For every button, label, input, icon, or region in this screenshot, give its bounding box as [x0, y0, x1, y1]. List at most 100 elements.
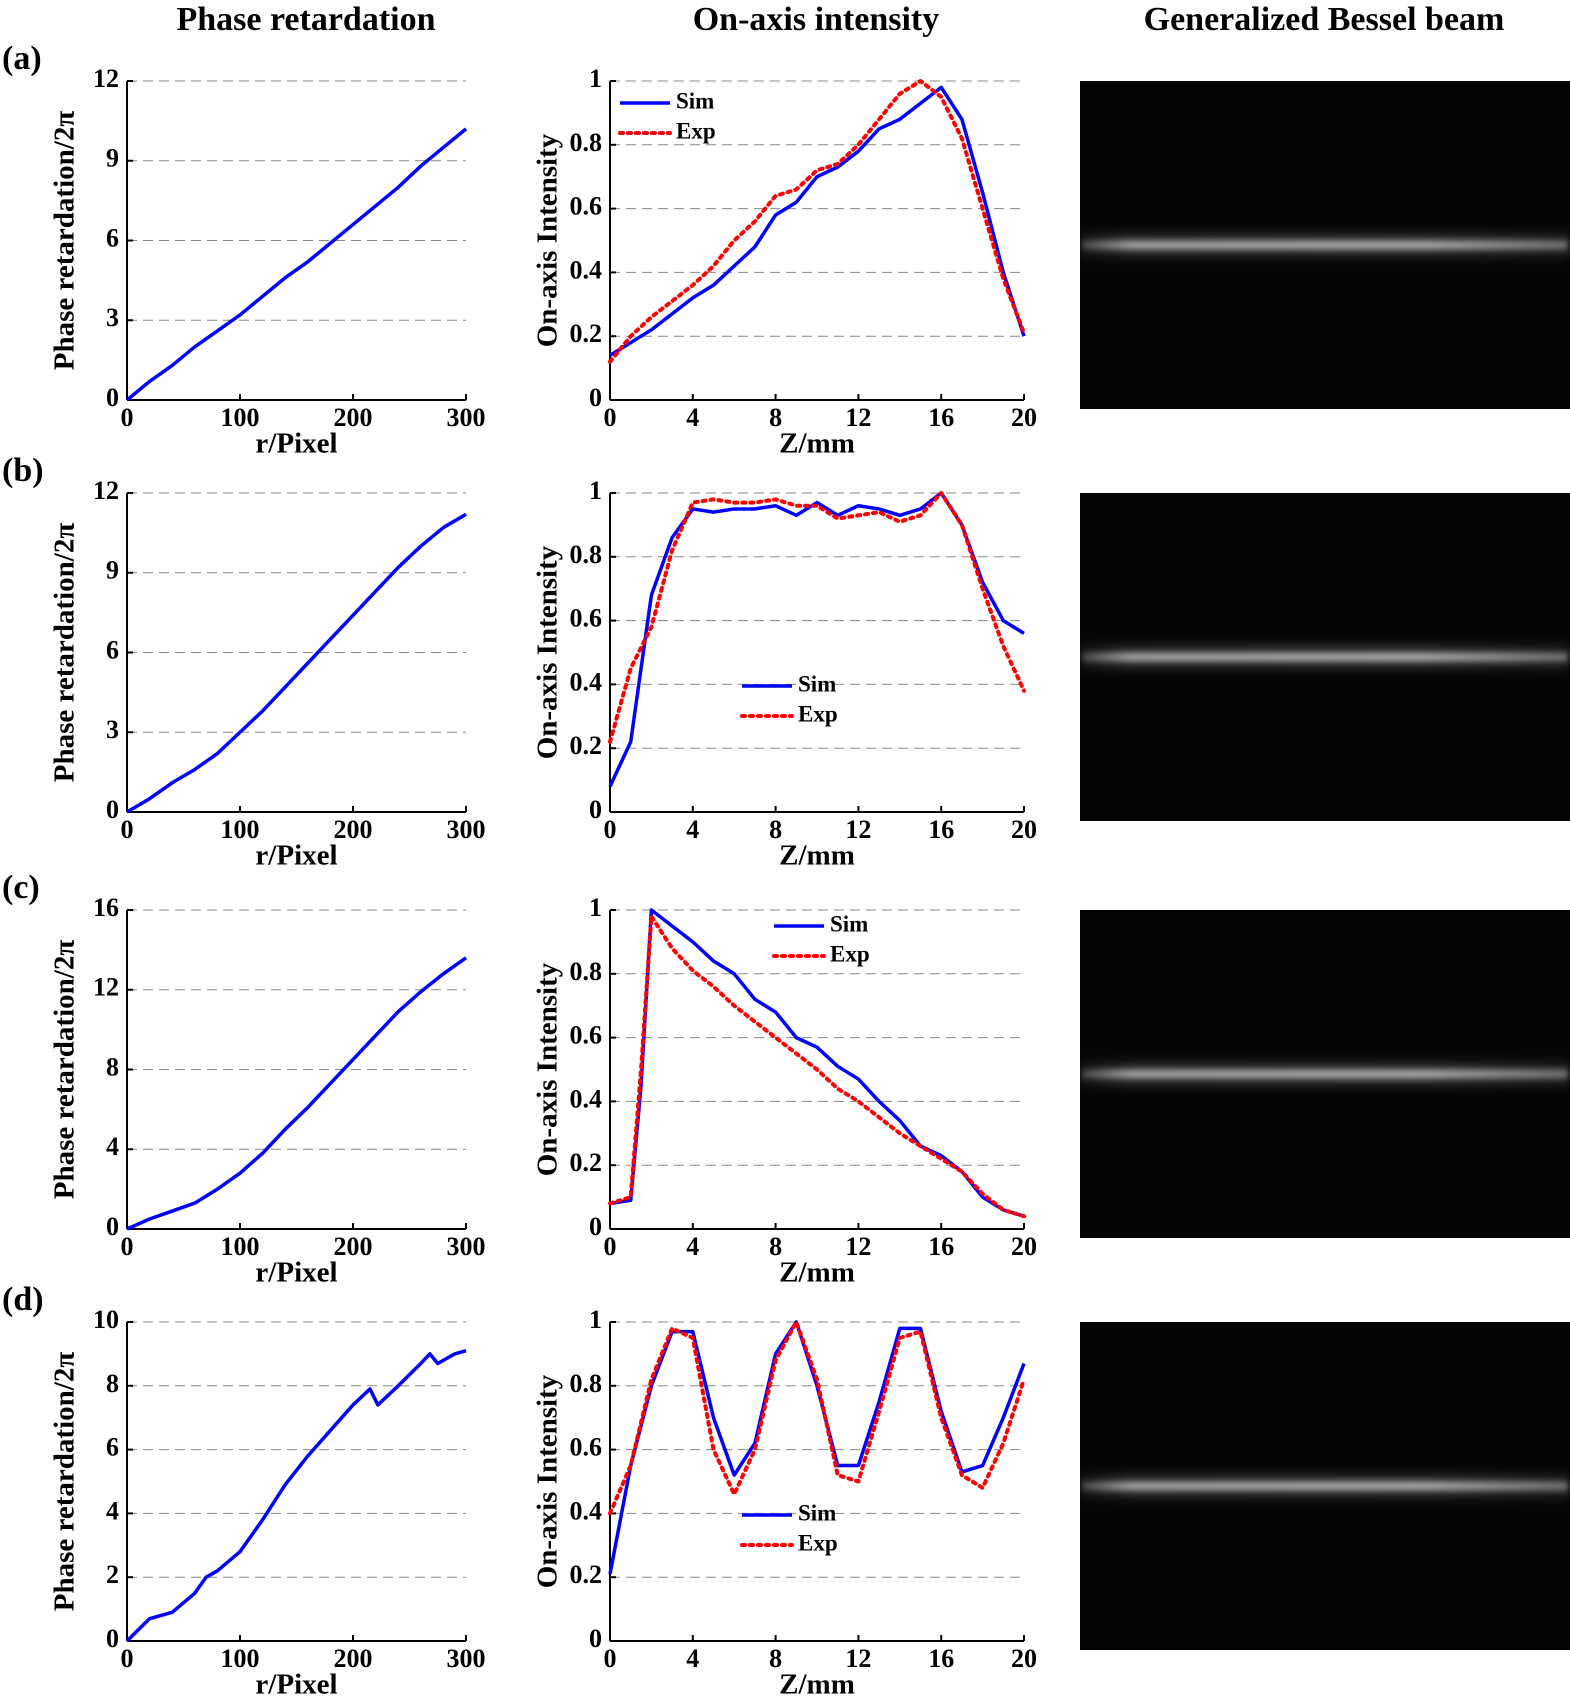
- y-axis-label: Phase retardation/2π: [49, 523, 81, 783]
- y-tick-label: 0: [106, 383, 119, 412]
- y-tick-label: 0.6: [570, 1433, 603, 1462]
- legend-label: Exp: [798, 701, 838, 726]
- legend-label: Sim: [830, 911, 868, 936]
- beam-core: [1082, 242, 1568, 248]
- series-line: [608, 914, 1026, 1219]
- x-tick-label: 12: [845, 1644, 871, 1673]
- y-tick-label: 3: [106, 715, 119, 744]
- y-tick-label: 8: [106, 1369, 119, 1398]
- column-title: On-axis intensity: [693, 1, 940, 38]
- x-tick-label: 300: [447, 1232, 486, 1261]
- y-tick-label: 2: [106, 1560, 119, 1589]
- x-tick-label: 8: [769, 815, 782, 844]
- y-tick-label: 12: [93, 973, 119, 1002]
- x-axis-label: r/Pixel: [255, 1257, 337, 1289]
- series-line: [608, 491, 1025, 788]
- x-tick-label: 12: [845, 815, 871, 844]
- y-tick-label: 10: [93, 1305, 119, 1334]
- y-tick-label: 1: [589, 64, 602, 93]
- x-tick-label: 100: [221, 815, 260, 844]
- x-tick-label: 16: [928, 815, 954, 844]
- y-tick-label: 16: [93, 893, 119, 922]
- x-tick-label: 4: [686, 1232, 699, 1261]
- y-tick-label: 0: [589, 1624, 602, 1653]
- y-tick-label: 12: [93, 476, 119, 505]
- series-line: [126, 956, 468, 1231]
- x-tick-label: 16: [928, 403, 954, 432]
- x-tick-label: 0: [604, 1232, 617, 1261]
- x-tick-label: 8: [769, 1232, 782, 1261]
- y-tick-label: 1: [589, 1305, 602, 1334]
- y-tick-label: 1: [589, 893, 602, 922]
- y-tick-label: 6: [106, 223, 119, 252]
- y-tick-label: 0.4: [570, 1496, 603, 1525]
- series-line: [608, 491, 1026, 744]
- y-tick-label: 0.4: [570, 255, 603, 284]
- x-tick-label: 300: [447, 1644, 486, 1673]
- y-tick-label: 0.6: [570, 192, 603, 221]
- y-tick-label: 3: [106, 303, 119, 332]
- x-axis-label: Z/mm: [779, 428, 855, 460]
- legend-label: Sim: [676, 88, 714, 113]
- y-tick-label: 0.8: [570, 1369, 603, 1398]
- y-tick-label: 0.4: [570, 1084, 603, 1113]
- x-tick-label: 20: [1011, 815, 1037, 844]
- y-tick-label: 0.4: [570, 667, 603, 696]
- series-line: [125, 127, 468, 402]
- x-tick-label: 100: [221, 1644, 260, 1673]
- x-tick-label: 0: [121, 1232, 134, 1261]
- x-tick-label: 8: [769, 403, 782, 432]
- x-tick-label: 200: [334, 1644, 373, 1673]
- series-line: [608, 1320, 1026, 1516]
- x-tick-label: 0: [604, 815, 617, 844]
- series-line: [125, 1349, 467, 1643]
- x-tick-label: 16: [928, 1644, 954, 1673]
- y-axis-label: On-axis Intensity: [532, 1374, 564, 1588]
- x-tick-label: 4: [686, 1644, 699, 1673]
- x-tick-label: 8: [769, 1644, 782, 1673]
- x-tick-label: 20: [1011, 1644, 1037, 1673]
- y-axis-label: Phase retardation/2π: [49, 940, 81, 1200]
- y-tick-label: 9: [106, 144, 119, 173]
- x-tick-label: 16: [928, 1232, 954, 1261]
- series-line: [126, 512, 467, 814]
- legend-label: Sim: [798, 1500, 836, 1525]
- series-line: [609, 85, 1026, 357]
- x-axis-label: Z/mm: [779, 1669, 855, 1699]
- y-tick-label: 8: [106, 1052, 119, 1081]
- legend-label: Exp: [798, 1530, 838, 1555]
- y-tick-label: 0.6: [570, 1021, 603, 1050]
- y-tick-label: 0: [589, 383, 602, 412]
- legend-label: Exp: [830, 941, 870, 966]
- y-tick-label: 4: [106, 1496, 119, 1525]
- beam-core: [1082, 1071, 1568, 1077]
- y-tick-label: 0: [589, 795, 602, 824]
- x-tick-label: 300: [447, 403, 486, 432]
- x-axis-label: Z/mm: [779, 1257, 855, 1289]
- x-tick-label: 200: [334, 1232, 373, 1261]
- x-tick-label: 200: [334, 815, 373, 844]
- x-axis-label: Z/mm: [779, 840, 855, 872]
- y-axis-label: Phase retardation/2π: [49, 1352, 81, 1612]
- y-tick-label: 9: [106, 556, 119, 585]
- x-tick-label: 4: [686, 403, 699, 432]
- column-title: Generalized Bessel beam: [1144, 1, 1505, 38]
- legend-label: Exp: [676, 118, 716, 143]
- x-axis-label: r/Pixel: [255, 840, 337, 872]
- series-line: [608, 79, 1026, 364]
- x-tick-label: 20: [1011, 403, 1037, 432]
- panel-label: (c): [2, 869, 40, 906]
- x-tick-label: 100: [221, 1232, 260, 1261]
- x-tick-label: 0: [121, 1644, 134, 1673]
- y-tick-label: 0.2: [570, 1148, 603, 1177]
- x-tick-label: 0: [121, 403, 134, 432]
- y-tick-label: 0.2: [570, 1560, 603, 1589]
- y-axis-label: On-axis Intensity: [532, 962, 564, 1176]
- beam-core: [1082, 1483, 1568, 1489]
- y-tick-label: 12: [93, 64, 119, 93]
- x-tick-label: 4: [686, 815, 699, 844]
- x-tick-label: 0: [121, 815, 134, 844]
- y-tick-label: 0: [106, 1212, 119, 1241]
- panel-label: (a): [2, 40, 42, 77]
